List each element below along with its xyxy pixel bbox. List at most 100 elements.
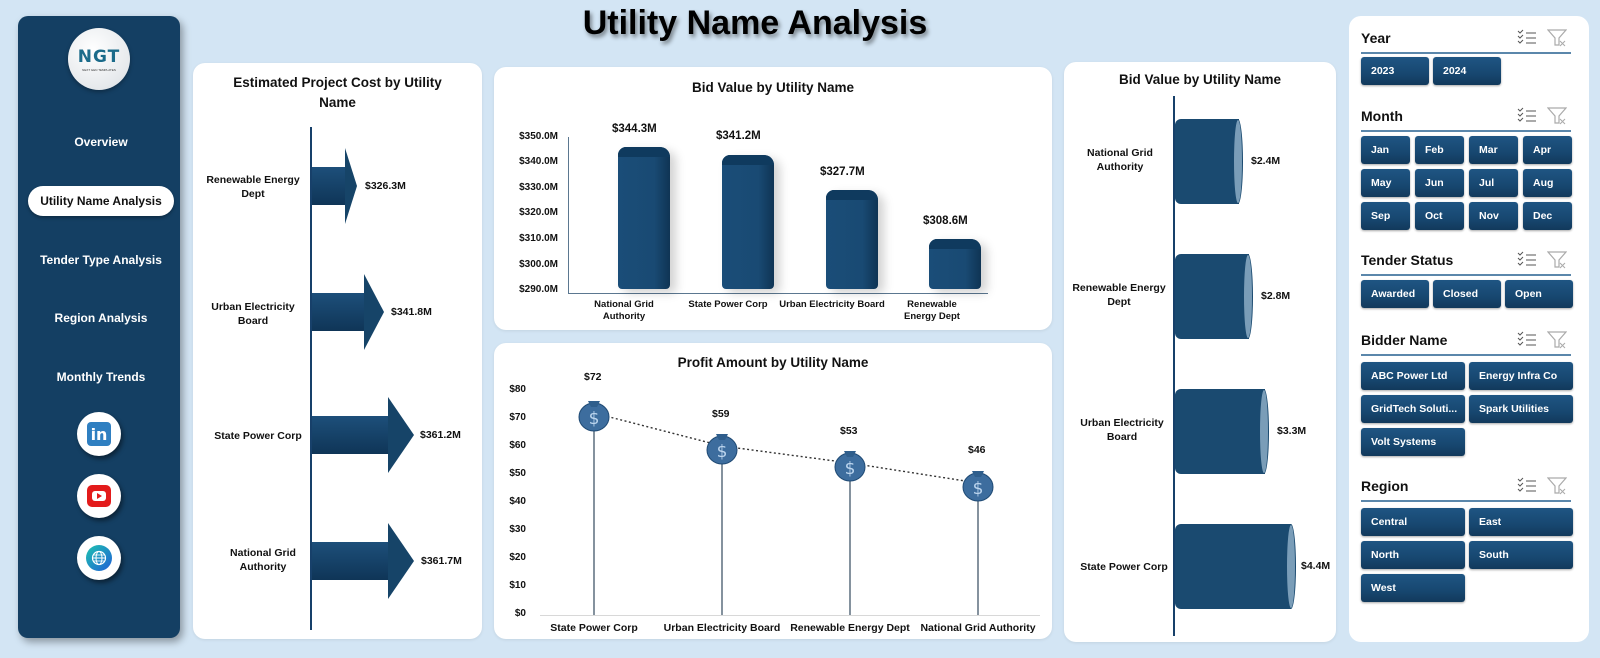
slicer-option-region[interactable]: East [1469,508,1573,536]
nav-region-analysis[interactable]: Region Analysis [54,311,148,325]
y-tick: $350.0M [519,131,558,142]
clear-filter-icon[interactable] [1546,250,1568,273]
cylinder-cap [1233,119,1243,204]
slicer-option-region[interactable]: South [1469,541,1573,569]
youtube-button[interactable] [77,474,121,518]
project-cost-chart: Estimated Project Cost by Utility Name R… [193,63,482,639]
slicer-option-month[interactable]: Jan [1361,136,1410,164]
slicer-option-month[interactable]: Mar [1469,136,1518,164]
slicer-option-bidder[interactable]: Energy Infra Co [1469,362,1573,390]
slicer-option-month[interactable]: Dec [1523,202,1572,230]
slicer-option-open[interactable]: Open [1505,280,1573,308]
value-label: $2.8M [1261,290,1291,302]
slicer-title-region: Region [1361,478,1409,494]
youtube-icon [87,485,111,507]
slicer-option-2023[interactable]: 2023 [1361,57,1429,85]
multi-select-icon[interactable] [1517,330,1537,351]
y-tick: $290.0M [519,284,558,295]
column-bar [929,239,981,289]
x-category: Urban Electricity Board [663,622,781,634]
slicer-option-month[interactable]: Aug [1523,169,1572,197]
slicer-option-2024[interactable]: 2024 [1433,57,1501,85]
multi-select-icon[interactable] [1517,106,1537,127]
svg-text:$: $ [589,409,600,429]
category-label: Urban Electricity Board [1080,417,1164,443]
slicer-divider [1361,274,1571,276]
slicer-title-bidder-name: Bidder Name [1361,332,1448,348]
slicer-option-bidder[interactable]: Spark Utilities [1469,395,1573,423]
sidebar: NGT NEXT GEN TEMPLATES Overview Utility … [18,16,180,638]
category-label: Renewable Energy Dept [1072,282,1166,308]
multi-select-icon[interactable] [1517,250,1537,271]
value-label: $361.7M [421,555,462,567]
slicer-divider [1361,354,1571,356]
slicer-option-month[interactable]: May [1361,169,1410,197]
nav-overview[interactable]: Overview [74,135,128,149]
x-category: National Grid Authority [594,299,654,322]
y-tick: $20 [509,552,526,563]
value-label: $4.4M [1301,560,1331,572]
x-axis [568,293,988,294]
clear-filter-icon[interactable] [1546,330,1568,353]
category-label: State Power Corp [214,430,302,442]
category-label: Urban Electricity Board [211,301,295,327]
slicer-option-month[interactable]: Feb [1415,136,1464,164]
column-bar [826,190,878,289]
x-category: Renewable Energy Dept [790,622,910,634]
x-category: Urban Electricity Board [779,299,885,310]
bid-value-bar-chart: Bid Value by Utility Name National Grid … [1064,62,1336,642]
value-label: $341.8M [391,306,432,318]
slicer-option-region[interactable]: West [1361,574,1465,602]
multi-select-icon[interactable] [1517,476,1537,497]
data-label: $308.6M [923,215,968,227]
value-label: $3.3M [1277,425,1307,437]
slicer-divider [1361,500,1571,502]
slicer-option-bidder[interactable]: ABC Power Ltd [1361,362,1465,390]
linkedin-icon: in [87,422,111,446]
slicer-option-awarded[interactable]: Awarded [1361,280,1429,308]
x-axis [540,615,1040,616]
slicer-option-month[interactable]: Jun [1415,169,1464,197]
y-tick: $50 [509,468,526,479]
linkedin-button[interactable]: in [77,412,121,456]
money-bag-icon: $ $ $ $ [578,401,994,502]
arrow-head [388,397,414,473]
y-tick: $60 [509,440,526,451]
svg-text:$: $ [973,479,984,499]
column-bar [618,147,670,289]
slicer-option-region[interactable]: North [1361,541,1465,569]
nav-utility-name-analysis[interactable]: Utility Name Analysis [28,186,174,216]
clear-filter-icon[interactable] [1546,476,1568,499]
slicer-option-bidder[interactable]: GridTech Soluti... [1361,395,1465,423]
svg-text:$: $ [717,442,728,462]
value-label: $326.3M [365,180,406,192]
slicer-option-month[interactable]: Apr [1523,136,1572,164]
logo: NGT NEXT GEN TEMPLATES [68,28,130,90]
nav-monthly-trends[interactable]: Monthly Trends [56,370,146,384]
profit-line: $ $ $ $ [578,401,994,615]
data-label: $327.7M [820,166,865,178]
category-label: National Grid Authority [230,547,296,573]
clear-filter-icon[interactable] [1546,28,1568,51]
nav-tender-type-analysis[interactable]: Tender Type Analysis [40,253,162,267]
multi-select-icon[interactable] [1517,28,1537,49]
y-tick: $40 [509,496,526,507]
slicer-option-month[interactable]: Sep [1361,202,1410,230]
y-tick: $330.0M [519,182,558,193]
slicer-option-month[interactable]: Oct [1415,202,1464,230]
clear-filter-icon[interactable] [1546,106,1568,129]
slicer-option-bidder[interactable]: Volt Systems [1361,428,1465,456]
slicer-option-region[interactable]: Central [1361,508,1465,536]
slicer-option-closed[interactable]: Closed [1433,280,1501,308]
y-tick: $10 [509,580,526,591]
axis-line [310,127,312,630]
cylinder-cap [1259,389,1269,474]
website-button[interactable] [77,536,121,580]
slicer-option-month[interactable]: Nov [1469,202,1518,230]
arrow-bar [312,167,345,205]
globe-icon [86,545,112,571]
slicer-option-month[interactable]: Jul [1469,169,1518,197]
slicer-title-tender-status: Tender Status [1361,252,1454,268]
arrow-bar [312,293,364,331]
data-label: $341.2M [716,130,761,142]
